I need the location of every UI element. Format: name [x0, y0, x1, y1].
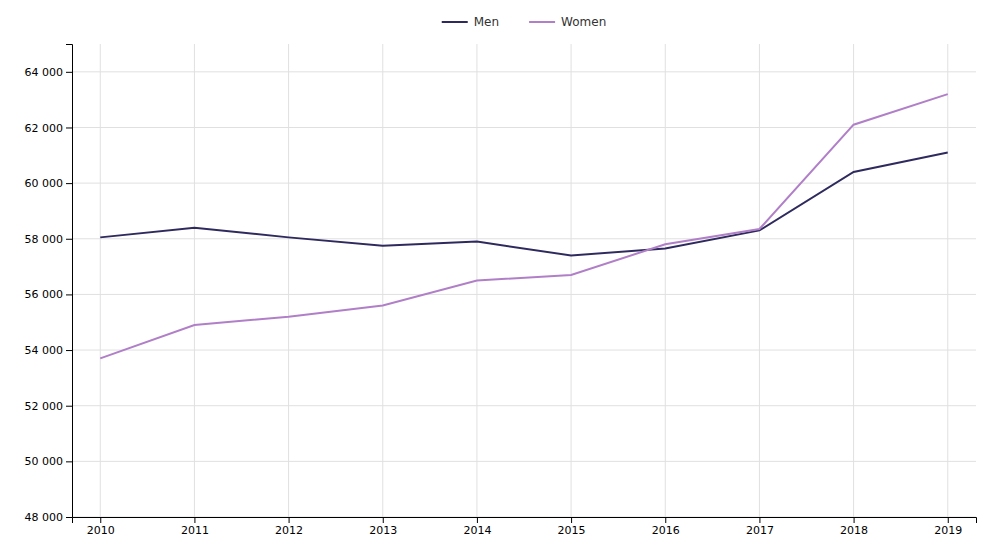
tick-label: 2015: [558, 524, 586, 537]
tick-mark: [66, 72, 72, 73]
legend-item: Women: [529, 15, 606, 29]
chart: 2010 2011 2012 2013 2014 2015 2016 2017 2018 2019…: [0, 0, 1000, 553]
tick: 62 000: [25, 121, 73, 134]
tick-label: 54 000: [25, 344, 64, 357]
tick: 2012: [275, 517, 303, 537]
grid-line: [72, 461, 976, 462]
tick-label: 2019: [934, 524, 962, 537]
tick-label: 56 000: [25, 288, 64, 301]
legend: Men Women: [442, 15, 607, 29]
tick-mark: [194, 517, 195, 523]
tick: 2011: [181, 517, 209, 537]
line: [100, 94, 948, 358]
grid-line: [72, 294, 976, 295]
tick-mark: [66, 127, 72, 128]
tick: 60 000: [25, 177, 73, 190]
tick: 2017: [746, 517, 774, 537]
tick-mark: [383, 517, 384, 523]
tick-mark: [948, 517, 949, 523]
legend-item: Men: [442, 15, 499, 29]
grid-line: [72, 350, 976, 351]
tick-mark: [66, 350, 72, 351]
plot: 2010 2011 2012 2013 2014 2015 2016 2017 2018 2019…: [25, 44, 977, 537]
tick: 64 000: [25, 66, 73, 79]
tick-label: 2014: [463, 524, 491, 537]
tick: 50 000: [25, 455, 73, 468]
tick-mark: [289, 517, 290, 523]
grid-line: [100, 44, 101, 517]
legend-swatch: [442, 21, 468, 23]
tick: 54 000: [25, 344, 73, 357]
tick-label: 2016: [652, 524, 680, 537]
grid-line: [72, 238, 976, 239]
tick-mark: [66, 461, 72, 462]
axis-line: [73, 518, 977, 524]
grid-line: [288, 44, 289, 517]
tick-mark: [759, 517, 760, 523]
tick-label: 2010: [87, 524, 115, 537]
tick: 52 000: [25, 400, 73, 413]
grid-line: [72, 183, 976, 184]
tick: 2019: [934, 517, 962, 537]
tick-label: 2012: [275, 524, 303, 537]
tick: 2014: [463, 517, 491, 537]
tick-label: 62 000: [25, 121, 64, 134]
y-axis: 48 000 50 000 52 000 54 000 56 000 58 000 60 0…: [25, 45, 73, 525]
line: [100, 153, 948, 256]
grid-line: [72, 71, 976, 72]
tick: 2016: [652, 517, 680, 537]
grid-line: [194, 44, 195, 517]
tick-label: 58 000: [25, 233, 64, 246]
grid-line: [947, 44, 948, 517]
grid-line: [665, 44, 666, 517]
tick-mark: [665, 517, 666, 523]
lines: [100, 94, 948, 358]
grid-line: [853, 44, 854, 517]
grid-line: [759, 44, 760, 517]
tick-label: 2018: [840, 524, 868, 537]
legend-label: Men: [474, 15, 499, 29]
tick-mark: [66, 294, 72, 295]
tick-label: 52 000: [25, 400, 64, 413]
tick-mark: [66, 406, 72, 407]
tick-label: 60 000: [25, 177, 64, 190]
tick: 2018: [840, 517, 868, 537]
tick: 2015: [558, 517, 586, 537]
tick-mark: [66, 239, 72, 240]
grid-line: [72, 405, 976, 406]
tick-mark: [854, 517, 855, 523]
tick-label: 48 000: [25, 511, 64, 524]
axis-line: [66, 45, 73, 518]
tick: 56 000: [25, 288, 73, 301]
tick-mark: [571, 517, 572, 523]
tick-mark: [66, 183, 72, 184]
grid-line: [72, 127, 976, 128]
legend-label: Women: [561, 15, 606, 29]
tick-mark: [477, 517, 478, 523]
tick-label: 64 000: [25, 66, 64, 79]
tick: 2010: [87, 517, 115, 537]
tick: 2013: [369, 517, 397, 537]
tick-label: 50 000: [25, 455, 64, 468]
x-axis: 2010 2011 2012 2013 2014 2015 2016 2017 2018 2019: [73, 517, 977, 537]
tick-label: 2017: [746, 524, 774, 537]
tick-mark: [66, 517, 72, 518]
grid-line: [571, 44, 572, 517]
legend-swatch: [529, 21, 555, 23]
tick-label: 2011: [181, 524, 209, 537]
grid: [72, 44, 976, 517]
tick: 48 000: [25, 511, 73, 524]
tick: 58 000: [25, 233, 73, 246]
tick-mark: [100, 517, 101, 523]
grid-line: [382, 44, 383, 517]
tick-label: 2013: [369, 524, 397, 537]
